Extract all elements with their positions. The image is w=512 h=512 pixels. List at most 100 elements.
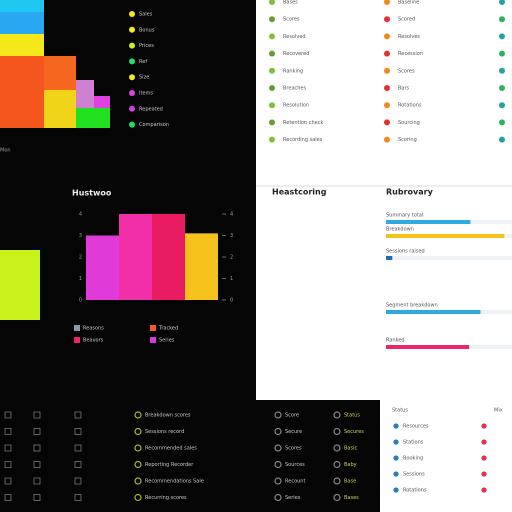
heat-block [94,96,110,108]
row-icon [274,411,282,419]
checkbox [74,411,82,419]
row-icon [384,33,390,40]
white-panel [256,0,512,400]
row-icon [269,16,275,23]
row-icon [384,16,390,23]
status-flag [481,471,487,477]
y-tick-label: 0 [79,298,82,304]
row-icon [384,136,390,143]
row-label: Recording sales [283,137,323,143]
checkbox [74,477,82,485]
row-icon [269,67,275,74]
legend-dot [129,74,135,81]
row-label: Bases [283,0,298,6]
row-icon [274,460,282,469]
row-icon [333,427,341,436]
y2-tick-label: 0 [230,298,233,304]
legend-dot [129,42,135,49]
progress-label: Summary total [386,213,423,219]
legend-label: Bonus [139,27,155,33]
legend-dot [129,121,135,128]
row-label: Recovered [283,51,309,57]
row-icon [384,119,390,126]
checkbox [74,444,82,452]
row-label: Sessions record [145,429,184,435]
row-icon [274,477,282,485]
status-dot [393,455,399,461]
row-label: Scores [283,17,300,23]
y2-tick-label: 4 [230,212,233,218]
legend-swatch [74,325,80,331]
row-icon [384,85,390,91]
bar [119,214,152,300]
row-label: Rotations [398,103,422,109]
row-icon [269,119,275,126]
checkbox [33,444,41,452]
status-flag [481,455,487,461]
chart-title: Hustwoo [72,189,112,198]
row-label: Status [344,413,360,419]
legend-label: Ref [139,59,147,65]
row-label: Retention check [283,120,323,126]
row-label: Bars [398,86,410,92]
row-icon [499,136,505,143]
progress-bar [386,220,471,224]
legend-label: Items [139,91,153,97]
row-icon [134,460,142,469]
row-label: Ranking [283,68,303,74]
heat-block [44,56,76,90]
row-label: Bases [344,495,359,501]
status-flag [481,423,487,429]
row-icon [499,119,505,126]
checkbox [4,428,12,435]
checkbox [33,477,41,485]
row-label: Series [285,495,301,501]
panel-title: Heastcoring [272,188,327,197]
row-label: Resolved [283,34,306,40]
row-icon [274,493,282,502]
heat-block [44,90,76,128]
legend-label: Beavors [83,338,104,344]
row-icon [333,444,341,452]
progress-label: Ranked [386,338,405,344]
row-icon [269,33,275,40]
row-icon [134,411,142,419]
status-dot [393,471,399,477]
row-label: Base [344,479,356,485]
row-icon [384,102,390,109]
legend-label: Reasons [83,326,104,332]
row-label: Basic [344,446,357,452]
row-icon [269,102,275,109]
row-icon [499,16,505,23]
row-icon [134,493,142,502]
row-icon [499,0,505,5]
row-label: Secure [285,429,302,435]
status-flag [481,439,487,445]
legend-swatch [150,337,156,343]
legend-dot [129,90,135,96]
row-icon [274,427,282,436]
legend-label: Size [139,75,149,81]
status-card [380,400,512,512]
row-label: Recommended sales [145,446,197,452]
progress-bar [386,234,505,238]
side-bar [0,250,40,320]
row-icon [134,427,142,436]
summary-title: Rubrovary [386,188,434,197]
status-flag [481,487,487,493]
row-label: Sources [285,462,305,468]
row-icon [269,50,275,57]
progress-label: Segment breakdown [386,303,438,309]
row-icon [499,67,505,74]
checkbox [33,494,41,501]
row-label: Recount [285,479,305,485]
legend-swatch [74,337,80,343]
row-label: Baby [344,462,357,468]
side-note: Mon [0,148,11,154]
legend-label: Prices [139,43,154,49]
y-tick-label: 1 [79,276,82,282]
status-title: Status [392,408,408,414]
legend-swatch [150,325,156,331]
legend-label: Comparison [139,122,169,128]
